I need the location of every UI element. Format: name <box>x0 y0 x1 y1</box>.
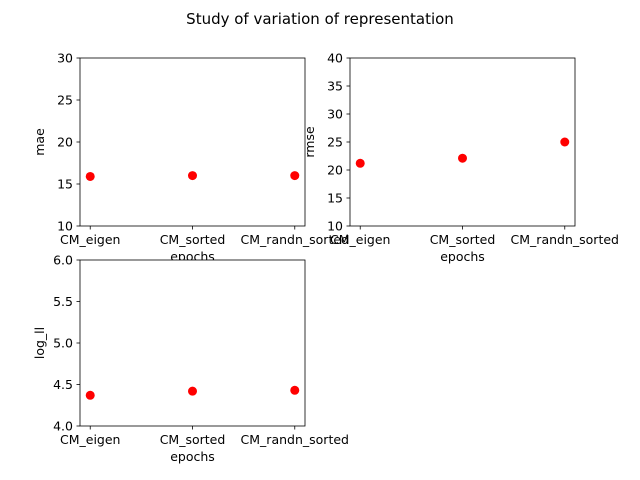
data-point-rmse-cm-eigen <box>355 158 365 168</box>
x-tick-label: CM_randn_sorted <box>241 432 349 447</box>
x-tick-label: CM_sorted <box>160 432 226 447</box>
x-tick-label: CM_eigen <box>330 232 390 247</box>
y-tick-label: 15 <box>327 191 343 206</box>
x-tick-label: CM_randn_sorted <box>241 232 349 247</box>
subplot-mae: 10 15 20 25 30 CM_eigen CM_sorted CM_randn_sort… <box>32 51 349 265</box>
y-tick-label: 35 <box>327 79 343 94</box>
y-tick-label: 6.0 <box>53 253 73 268</box>
data-point-mae-cm-sorted <box>188 171 197 181</box>
y-tick-label: 25 <box>327 135 343 150</box>
y-tick-label: 15 <box>57 177 73 192</box>
x-tick-label: CM_eigen <box>60 232 120 247</box>
y-tick-label: 25 <box>57 93 73 108</box>
x-tick-label: CM_sorted <box>430 232 496 247</box>
plot-area-rmse <box>349 57 576 227</box>
y-tick-label: 10 <box>57 219 73 234</box>
x-tick-label: CM_sorted <box>160 232 226 247</box>
data-point-mae-cm-eigen <box>85 171 95 181</box>
subplot-log-ll: 4.0 4.5 5.0 5.5 6.0 CM_eigen CM_sorted CM_randn… <box>32 253 349 465</box>
y-tick-label: 30 <box>327 107 343 122</box>
y-tick-label: 4.0 <box>53 419 73 434</box>
y-tick-label: 20 <box>57 135 73 150</box>
y-tick-label: 20 <box>327 163 343 178</box>
data-point-rmse-cm-randn-sorted <box>560 137 570 147</box>
y-tick-label: 40 <box>327 51 343 66</box>
x-tick-label: CM_eigen <box>60 432 120 447</box>
x-axis-label-rmse: epochs <box>440 249 485 264</box>
y-axis-label-rmse: rmse <box>302 126 317 158</box>
y-tick-label: 30 <box>57 51 73 66</box>
data-point-log-ll-cm-sorted <box>188 386 197 396</box>
x-axis-label-log-ll: epochs <box>170 449 215 464</box>
x-tick-label: CM_randn_sorted <box>511 232 619 247</box>
y-tick-label: 10 <box>327 219 343 234</box>
y-tick-label: 5.5 <box>53 294 73 309</box>
y-tick-label: 5.0 <box>53 336 73 351</box>
plot-area-log-ll <box>79 259 306 427</box>
data-point-rmse-cm-sorted <box>458 153 467 163</box>
y-tick-label: 4.5 <box>53 377 73 392</box>
figure-suptitle: Study of variation of representation <box>186 10 454 28</box>
data-point-log-ll-cm-randn-sorted <box>290 385 300 395</box>
y-axis-label-mae: mae <box>32 128 47 156</box>
data-point-log-ll-cm-eigen <box>85 390 95 400</box>
data-point-mae-cm-randn-sorted <box>290 171 300 181</box>
subplot-rmse: 10 15 20 25 30 35 40 CM_eigen CM_sorted CM_randn_… <box>302 51 619 265</box>
y-axis-label-log-ll: log_ll <box>32 327 47 359</box>
plot-area-mae <box>79 57 306 227</box>
